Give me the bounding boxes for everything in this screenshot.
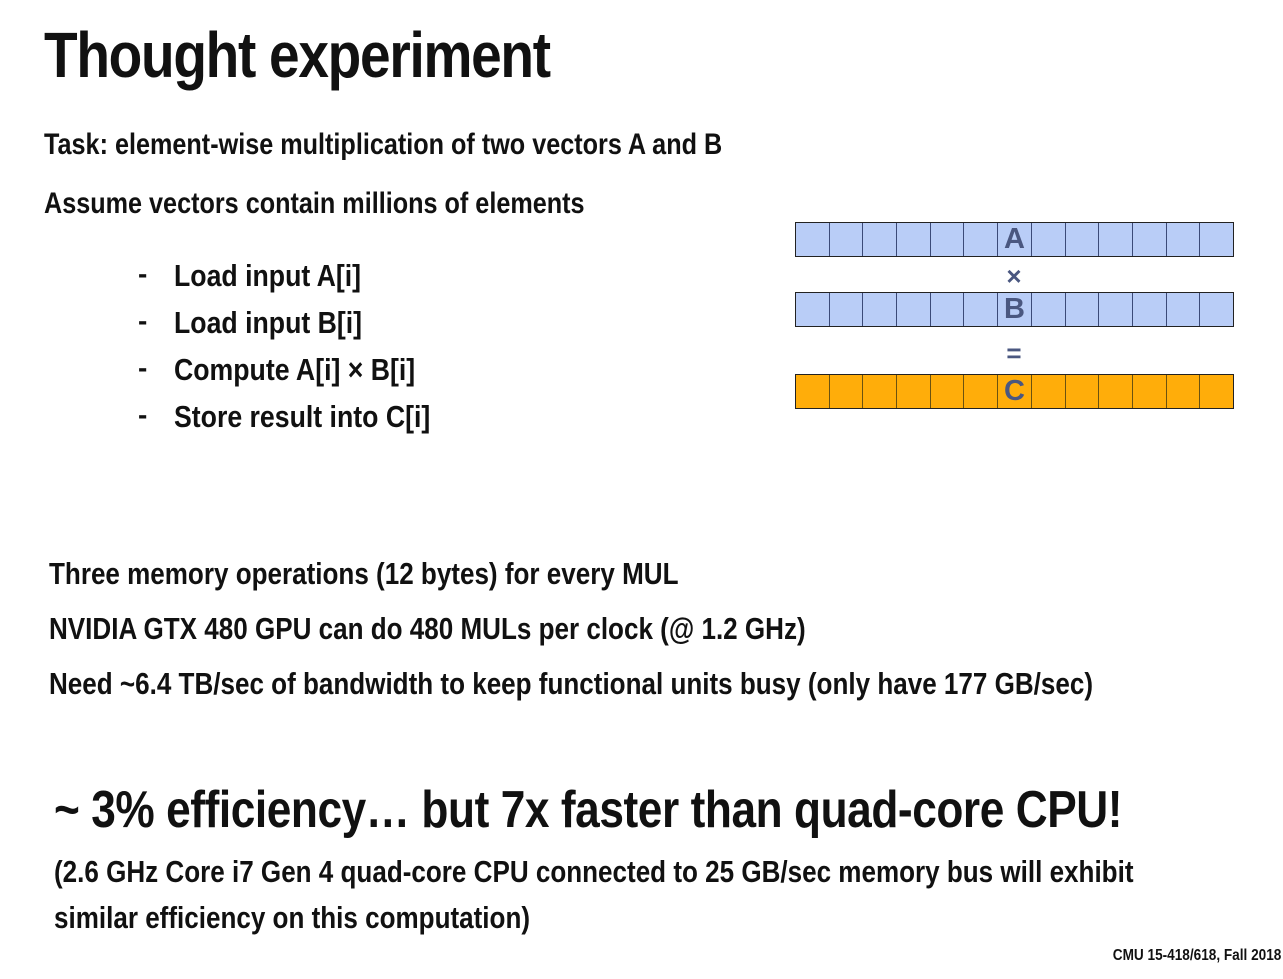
equals-sign: = bbox=[1006, 338, 1022, 368]
bullet-marker: - bbox=[138, 258, 148, 289]
bullet-item: Compute A[i] × B[i] bbox=[174, 352, 416, 387]
cpu-note-line-1: (2.6 GHz Core i7 Gen 4 quad-core CPU con… bbox=[54, 854, 1134, 889]
fact-gpu-throughput: NVIDIA GTX 480 GPU can do 480 MULs per c… bbox=[49, 611, 806, 646]
bullet-item: Load input A[i] bbox=[174, 258, 362, 293]
bullet-item: Load input B[i] bbox=[174, 305, 363, 340]
vector-b: B bbox=[795, 292, 1234, 327]
bullet-marker: - bbox=[138, 399, 148, 430]
bullet-marker: - bbox=[138, 305, 148, 336]
cpu-note-line-2: similar efficiency on this computation) bbox=[54, 900, 531, 935]
bullet-marker: - bbox=[138, 352, 148, 383]
fact-bandwidth: Need ~6.4 TB/sec of bandwidth to keep fu… bbox=[49, 666, 1094, 701]
assumption-text: Assume vectors contain millions of eleme… bbox=[44, 187, 585, 220]
vector-b-label: B bbox=[1003, 293, 1025, 325]
vector-c-label: C bbox=[1003, 375, 1025, 407]
vector-c: C bbox=[795, 374, 1234, 409]
bullet-item: Store result into C[i] bbox=[174, 399, 431, 434]
vector-a: A bbox=[795, 222, 1234, 257]
efficiency-headline: ~ 3% efficiency… but 7x faster than quad… bbox=[54, 781, 1123, 839]
course-footer: CMU 15-418/618, Fall 2018 bbox=[1112, 947, 1281, 964]
vector-a-label: A bbox=[1003, 223, 1025, 255]
task-description: Task: element-wise multiplication of two… bbox=[44, 128, 723, 161]
multiply-sign: × bbox=[1006, 261, 1022, 291]
fact-memory-ops: Three memory operations (12 bytes) for e… bbox=[49, 556, 679, 591]
slide-title: Thought experiment bbox=[44, 19, 551, 91]
